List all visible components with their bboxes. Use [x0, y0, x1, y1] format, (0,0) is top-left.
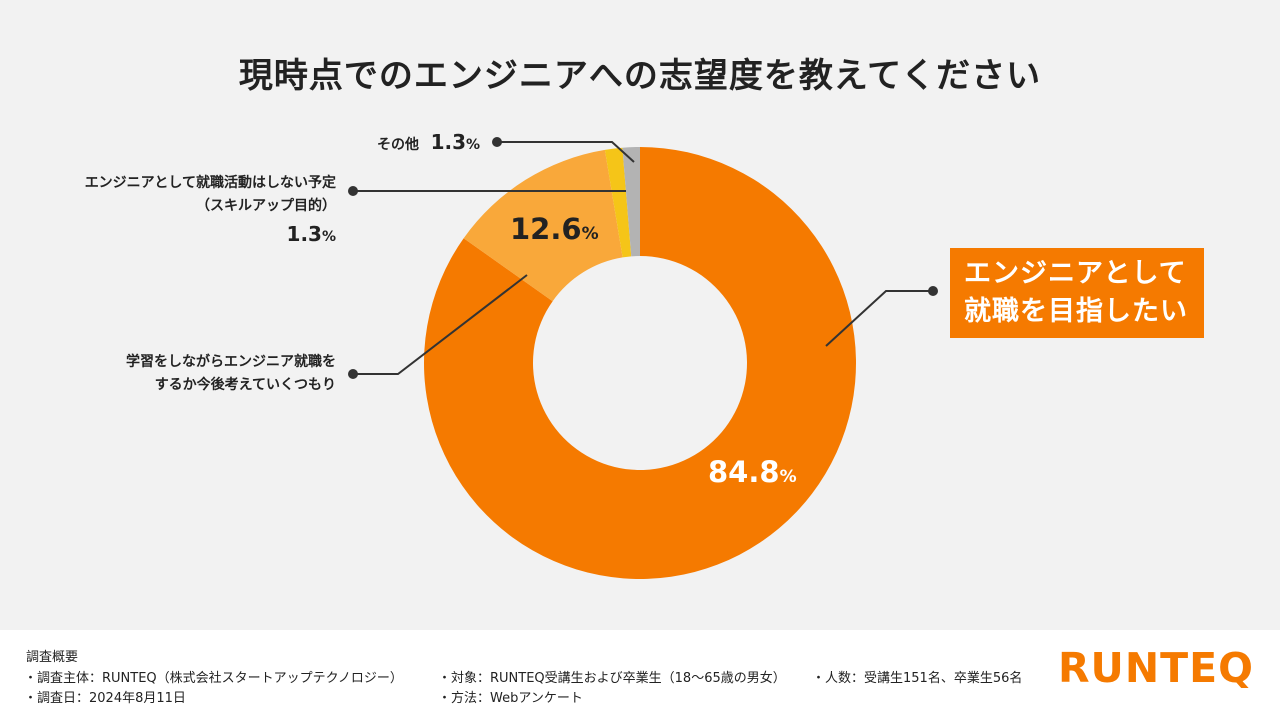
leader-learn-dot — [348, 369, 358, 379]
label-other: その他 1.3% — [377, 130, 481, 154]
label-skill: エンジニアとして就職活動はしない予定 （スキルアップ目的） — [84, 175, 336, 214]
donut-chart — [348, 137, 938, 579]
slice-2 — [604, 147, 632, 258]
chart-title: 現時点でのエンジニアへの志望度を教えてください — [238, 56, 1042, 96]
value-main: 84.8% — [708, 455, 797, 489]
label-learn: 学習をしながらエンジニア就職を するか今後考えていくつもり — [126, 354, 336, 393]
leader-learn — [353, 274, 528, 375]
callout-line2: 就職を目指したい — [964, 296, 1188, 327]
label-skill-value: 1.3% — [286, 222, 336, 246]
footer-heading: 調査概要 — [26, 650, 79, 665]
callout-line1: エンジニアとして — [964, 258, 1187, 289]
leader-other-dot — [492, 137, 502, 147]
runteq-logo: RUNTEQ — [1057, 644, 1254, 692]
slice-0 — [423, 147, 856, 579]
leader-main — [825, 290, 933, 347]
slice-1 — [463, 149, 623, 302]
leader-other — [497, 141, 635, 163]
footer: 調査概要 ・調査主体：RUNTEQ（株式会社スタートアップテクノロジー） ・対象… — [0, 630, 1280, 720]
footer-target: ・対象：RUNTEQ受講生および卒業生（18〜65歳の男女） — [438, 671, 786, 686]
footer-method: ・方法：Webアンケート — [438, 691, 583, 706]
footer-sponsor: ・調査主体：RUNTEQ（株式会社スタートアップテクノロジー） — [24, 671, 403, 686]
leader-main-dot — [928, 286, 938, 296]
footer-count: ・人数：受講生151名、卒業生56名 — [812, 671, 1023, 686]
callout-main: エンジニアとして 就職を目指したい — [950, 248, 1204, 338]
footer-date: ・調査日：2024年8月11日 — [24, 691, 186, 706]
value-learn: 12.6% — [510, 212, 599, 246]
leader-skill-dot — [348, 186, 358, 196]
slice-3 — [622, 147, 640, 257]
